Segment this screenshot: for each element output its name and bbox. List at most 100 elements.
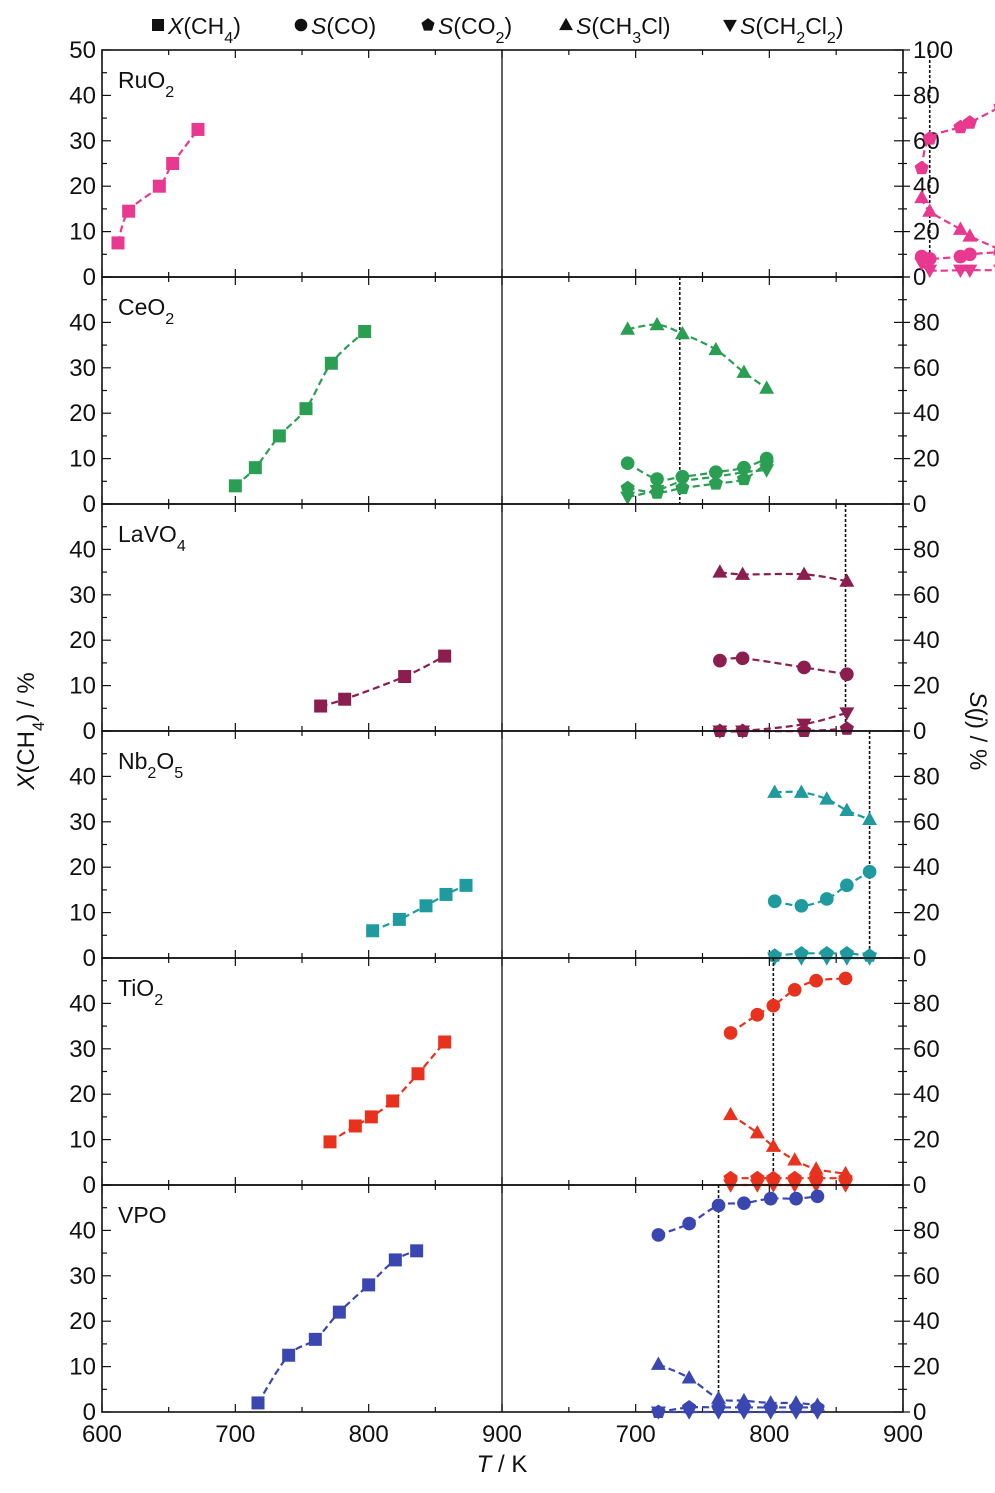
data-point bbox=[736, 1406, 752, 1420]
data-point bbox=[111, 236, 125, 250]
data-point bbox=[840, 667, 854, 682]
data-point bbox=[723, 1179, 739, 1193]
data-point bbox=[736, 1392, 752, 1407]
x-tick-label: 700 bbox=[616, 1421, 656, 1448]
y-left-tick-label: 10 bbox=[69, 219, 96, 246]
data-point bbox=[438, 1035, 452, 1049]
data-point bbox=[735, 651, 750, 666]
legend-marker-X_CH4 bbox=[152, 19, 164, 31]
y-right-tick-label: 80 bbox=[913, 536, 940, 563]
data-point bbox=[962, 115, 977, 129]
y-right-tick-label: 0 bbox=[913, 718, 926, 745]
legend-marker-S_CO2 bbox=[421, 18, 435, 31]
data-point bbox=[839, 573, 855, 587]
panel-ticks bbox=[101, 49, 910, 278]
series-S_CO2-RuO2 bbox=[914, 103, 995, 175]
data-point bbox=[763, 1406, 779, 1420]
data-point bbox=[914, 189, 930, 204]
y-left-tick-label: 10 bbox=[69, 673, 96, 700]
data-point bbox=[735, 566, 751, 580]
data-point bbox=[122, 204, 136, 218]
y-left-tick-label: 30 bbox=[69, 809, 96, 836]
data-point bbox=[963, 247, 977, 262]
legend-marker-S_CH2Cl2 bbox=[723, 19, 737, 33]
panel-VPO: 0 10 20 30 40 0 20 40 60 80 VPO bbox=[69, 1184, 940, 1426]
data-point bbox=[793, 952, 809, 966]
data-point bbox=[674, 325, 690, 340]
y-right-tick-label: 60 bbox=[913, 809, 940, 836]
y-right-tick-label: 40 bbox=[913, 1308, 940, 1335]
data-point bbox=[674, 475, 690, 490]
data-point bbox=[788, 1395, 804, 1409]
data-point bbox=[763, 1191, 778, 1206]
series-X_CH4-RuO2 bbox=[111, 122, 205, 250]
data-point bbox=[736, 364, 752, 378]
data-point bbox=[839, 802, 855, 816]
data-point bbox=[914, 257, 930, 272]
panel-Nb2O5: 0 10 20 30 40 0 20 40 60 80 Nb2O5 bbox=[69, 730, 940, 972]
data-point bbox=[765, 1179, 781, 1193]
legend-entry-S_CO: S(CO) bbox=[294, 13, 376, 39]
y-right-tick-label: 20 bbox=[913, 673, 940, 700]
data-point bbox=[459, 878, 473, 892]
data-point bbox=[808, 1179, 824, 1193]
data-point bbox=[366, 924, 380, 938]
data-point bbox=[620, 491, 636, 505]
series-S_CO2-CeO2 bbox=[620, 455, 774, 499]
data-point bbox=[681, 1370, 697, 1384]
legend: X(CH4) S(CO) S(CO2) S(CH3Cl) S(CH2Cl2) bbox=[152, 13, 844, 47]
y-left-tick-label: 10 bbox=[69, 900, 96, 927]
panel-label-RuO2: RuO2 bbox=[118, 67, 174, 101]
y-left-tick-label: 30 bbox=[69, 355, 96, 382]
data-point bbox=[789, 1191, 803, 1206]
panel-ticks bbox=[101, 503, 910, 732]
data-point bbox=[388, 1253, 402, 1267]
data-point bbox=[649, 316, 665, 331]
data-point bbox=[809, 1406, 825, 1420]
y-right-tick-label: 40 bbox=[913, 627, 940, 654]
chart-panels: 01020304050020406080100RuO20102030400204… bbox=[69, 37, 995, 1426]
data-point bbox=[362, 1278, 376, 1292]
y-left-tick-label: 30 bbox=[69, 128, 96, 155]
x-axis-title: T / K bbox=[477, 1451, 528, 1478]
y-right-tick-label: 80 bbox=[913, 1217, 940, 1244]
data-point bbox=[962, 228, 978, 242]
data-point bbox=[282, 1348, 296, 1362]
data-point bbox=[338, 692, 352, 706]
y-right-tick-label: 60 bbox=[913, 355, 940, 382]
data-point bbox=[735, 725, 751, 739]
y-right-tick-label: 20 bbox=[913, 219, 940, 246]
series-S_CO-LaVO4 bbox=[713, 651, 854, 682]
data-point bbox=[713, 653, 727, 668]
series-S_CH2Cl2-TiO2 bbox=[723, 1179, 853, 1193]
data-point bbox=[962, 264, 978, 278]
data-point bbox=[299, 402, 313, 416]
y-left-tick-label: 30 bbox=[69, 1263, 96, 1290]
y-left-tick-label: 0 bbox=[83, 491, 96, 518]
data-point bbox=[439, 887, 453, 901]
series-S_CH2Cl2-VPO bbox=[650, 1406, 825, 1420]
y-right-tick-label: 20 bbox=[913, 1127, 940, 1154]
data-point bbox=[308, 1332, 322, 1346]
data-point bbox=[711, 1406, 727, 1420]
panel-label-VPO: VPO bbox=[118, 1202, 167, 1228]
y-left-tick-label: 20 bbox=[69, 173, 96, 200]
series-S_CH2Cl2-RuO2 bbox=[914, 257, 995, 278]
data-point bbox=[819, 952, 835, 966]
series-line bbox=[774, 952, 870, 957]
data-point bbox=[838, 1165, 853, 1180]
data-point bbox=[323, 1135, 337, 1149]
data-point bbox=[839, 707, 855, 721]
data-point bbox=[650, 1406, 666, 1420]
series-line bbox=[627, 323, 768, 390]
data-point bbox=[922, 131, 937, 145]
series-S_CH3Cl-RuO2 bbox=[914, 189, 995, 256]
y-right-tick-label: 40 bbox=[913, 854, 940, 881]
data-point bbox=[711, 1390, 727, 1404]
panel-ticks bbox=[101, 730, 910, 959]
data-point bbox=[819, 791, 835, 805]
data-point bbox=[737, 1196, 751, 1210]
data-point bbox=[767, 952, 783, 966]
data-point bbox=[723, 1026, 738, 1040]
